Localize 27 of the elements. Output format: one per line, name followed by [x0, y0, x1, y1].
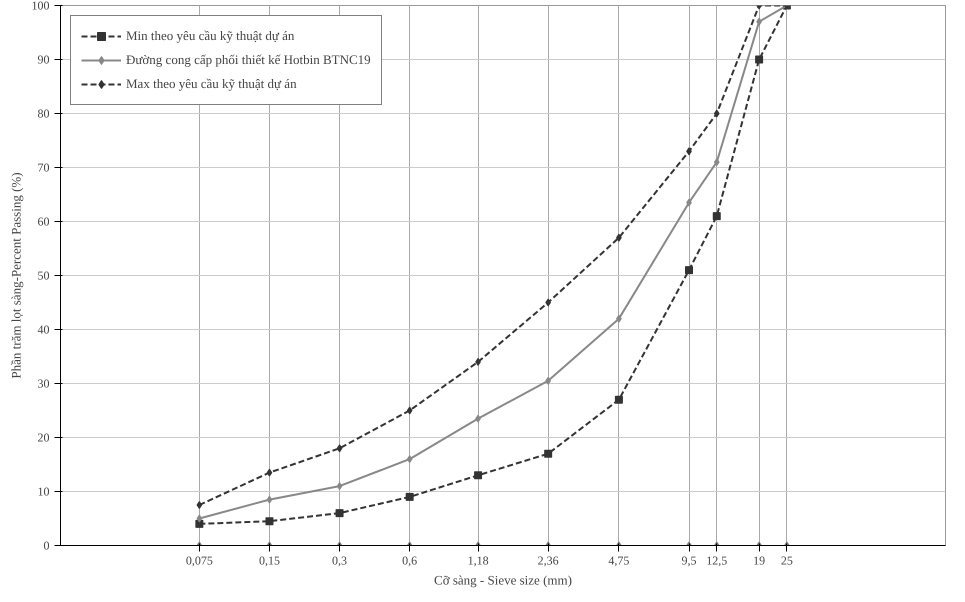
y-tick-label: 10 [38, 484, 50, 498]
x-tick-label: 1,18 [468, 554, 489, 568]
x-tick-label: 0,6 [402, 554, 418, 568]
x-tick-label: 2,36 [538, 554, 559, 568]
legend-label: Đường cong cấp phối thiết kế Hotbin BTNC19 [126, 52, 371, 68]
x-tick-label: 19 [753, 554, 766, 568]
y-tick-label: 30 [38, 376, 50, 390]
y-tick-label: 50 [38, 268, 50, 282]
x-tick-label: 0,075 [186, 554, 213, 568]
y-axis-title: Phần trăm lọt sàng-Percent Passing (%) [8, 172, 24, 379]
y-tick-label: 100 [32, 0, 50, 12]
y-tick-label: 70 [38, 160, 50, 174]
x-axis-title: Cỡ sàng - Sieve size (mm) [434, 572, 572, 588]
x-tick-label: 25 [780, 554, 793, 568]
y-tick-label: 90 [38, 52, 50, 66]
x-tick-label: 12,5 [706, 554, 728, 568]
legend-label: Max theo yêu cầu kỹ thuật dự án [126, 76, 297, 92]
x-tick-label: 0,15 [258, 554, 280, 568]
x-tick-label: 9,5 [682, 554, 697, 568]
y-tick-label: 40 [38, 322, 50, 336]
y-tick-label: 20 [38, 430, 50, 444]
y-tick-label: 0 [44, 538, 50, 552]
x-tick-label: 0,3 [332, 554, 348, 568]
y-tick-label: 60 [38, 214, 50, 228]
x-tick-label: 4,75 [608, 554, 630, 568]
y-tick-label: 80 [38, 106, 50, 120]
legend-label: Min theo yêu cầu kỹ thuật dự án [126, 28, 294, 44]
